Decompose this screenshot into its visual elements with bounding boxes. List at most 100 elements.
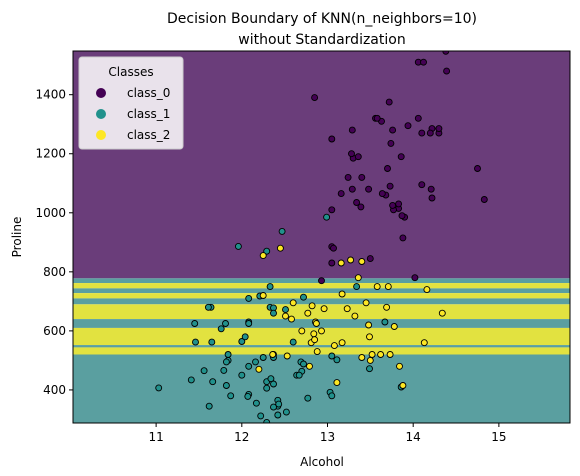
scatter-point-class-0	[427, 185, 435, 193]
decision-region-band	[73, 293, 570, 299]
legend-marker-class-2	[96, 130, 106, 140]
scatter-point-class-1	[304, 394, 312, 402]
scatter-point-class-1	[267, 375, 275, 383]
scatter-point-class-1	[245, 294, 253, 302]
scatter-point-class-2	[438, 309, 446, 317]
scatter-point-class-1	[222, 358, 230, 366]
scatter-point-class-2	[288, 315, 295, 323]
x-tick-label: 15	[491, 430, 506, 444]
scatter-point-class-2	[351, 312, 359, 320]
scatter-point-class-1	[234, 242, 242, 250]
legend-marker-class-0	[96, 88, 106, 98]
scatter-point-class-2	[423, 286, 431, 294]
scatter-point-class-2	[420, 339, 428, 347]
scatter-point-class-2	[255, 365, 263, 373]
scatter-point-class-2	[276, 244, 284, 252]
x-tick-label: 11	[148, 430, 163, 444]
x-tick-label: 13	[320, 430, 335, 444]
scatter-point-class-2	[366, 356, 374, 364]
scatter-point-class-1	[245, 320, 253, 327]
scatter-point-class-2	[283, 352, 291, 360]
scatter-point-class-1	[274, 411, 282, 419]
scatter-point-class-2	[368, 351, 376, 358]
scatter-point-class-0	[357, 203, 365, 211]
scatter-point-class-2	[318, 327, 325, 335]
scatter-point-class-1	[353, 283, 361, 291]
scatter-point-class-1	[263, 418, 271, 423]
scatter-point-class-1	[252, 399, 260, 407]
scatter-point-class-2	[396, 362, 403, 370]
scatter-point-class-1	[217, 325, 225, 333]
scatter-point-class-0	[385, 98, 393, 106]
scatter-point-class-1	[222, 320, 229, 327]
scatter-point-class-0	[318, 277, 325, 285]
scatter-point-class-1	[328, 352, 336, 360]
scatter-point-class-1	[366, 365, 373, 373]
decision-region-band	[73, 354, 570, 423]
scatter-point-class-2	[365, 321, 373, 329]
scatter-point-class-0	[348, 126, 356, 134]
scatter-point-class-2	[259, 252, 267, 260]
y-axis-label: Proline	[10, 217, 24, 258]
scatter-point-class-2	[373, 283, 381, 291]
decision-regions	[73, 51, 570, 423]
scatter-point-class-0	[328, 206, 336, 214]
legend-box	[78, 56, 184, 150]
scatter-point-class-0	[373, 114, 381, 122]
scatter-point-class-2	[298, 327, 306, 335]
decision-region-band	[73, 298, 570, 305]
scatter-point-class-2	[333, 379, 341, 387]
scatter-point-class-2	[338, 290, 346, 298]
scatter-point-class-2	[354, 274, 362, 282]
y-tick-label: 1200	[35, 147, 66, 161]
scatter-point-class-0	[348, 185, 356, 193]
scatter-point-class-2	[312, 320, 320, 327]
scatter-point-class-0	[358, 173, 366, 181]
scatter-point-class-2	[282, 312, 289, 320]
scatter-point-class-1	[333, 356, 341, 364]
scatter-point-class-0	[418, 129, 426, 137]
scatter-point-class-0	[353, 199, 361, 206]
scatter-point-class-0	[328, 259, 336, 267]
scatter-point-class-1	[209, 378, 217, 386]
scatter-point-class-1	[270, 309, 277, 317]
scatter-point-class-2	[384, 283, 392, 291]
scatter-point-class-1	[244, 392, 252, 400]
scatter-point-class-0	[480, 196, 488, 203]
chart-title-line2: without Standardization	[238, 32, 405, 48]
scatter-point-class-0	[337, 190, 345, 198]
scatter-point-class-0	[311, 94, 319, 102]
scatter-point-class-0	[397, 153, 405, 161]
scatter-point-class-0	[443, 67, 451, 75]
scatter-point-class-0	[378, 190, 386, 198]
scatter-point-class-2	[338, 339, 346, 347]
scatter-point-class-2	[362, 299, 370, 307]
scatter-point-class-0	[389, 126, 397, 134]
decision-region-band	[73, 288, 570, 294]
y-tick-label: 1400	[35, 88, 66, 102]
legend: Classes class_0 class_1 class_2	[78, 56, 184, 150]
scatter-points	[155, 51, 488, 423]
scatter-point-class-0	[474, 165, 481, 172]
scatter-point-class-2	[259, 292, 267, 299]
scatter-point-class-0	[365, 185, 373, 193]
scatter-point-class-1	[252, 358, 259, 366]
scatter-point-class-0	[330, 244, 337, 252]
y-tick-label: 1000	[35, 206, 66, 220]
scatter-point-class-1	[323, 213, 331, 221]
scatter-point-class-1	[222, 382, 230, 389]
scatter-point-class-1	[155, 384, 163, 392]
scatter-point-class-1	[328, 392, 336, 400]
scatter-point-class-0	[426, 129, 434, 137]
scatter-point-class-1	[205, 402, 213, 410]
scatter-point-class-1	[270, 380, 277, 388]
scatter-point-class-1	[187, 376, 195, 384]
x-tick-label: 12	[234, 430, 249, 444]
scatter-point-class-1	[289, 338, 297, 346]
scatter-point-class-0	[366, 255, 374, 263]
x-axis-ticks: 11 12 13 14 15	[148, 423, 507, 444]
scatter-point-class-2	[386, 351, 394, 358]
scatter-point-class-2	[313, 348, 321, 356]
scatter-point-class-2	[289, 299, 297, 307]
scatter-point-class-1	[192, 338, 199, 346]
